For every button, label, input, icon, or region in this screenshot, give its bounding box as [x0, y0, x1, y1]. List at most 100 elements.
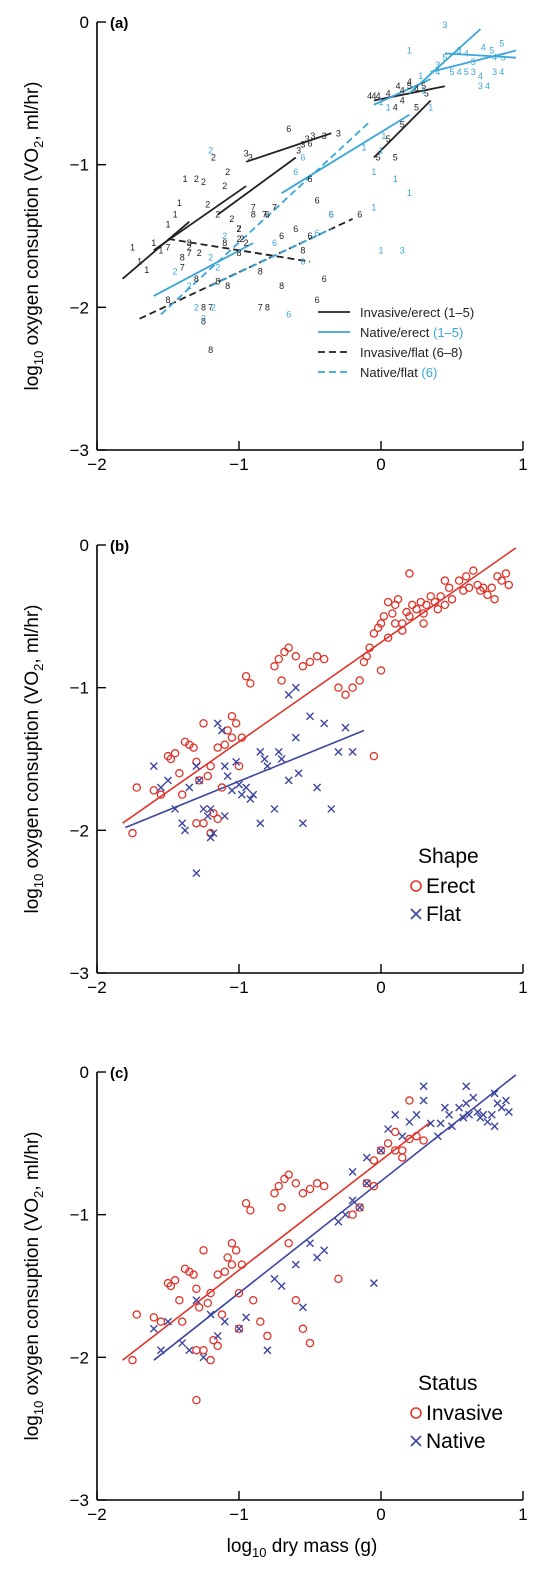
- data-point-flat: [284, 776, 293, 785]
- data-point-invasive: [227, 1260, 237, 1269]
- data-point-invasive: 5: [414, 103, 419, 113]
- data-point-erect: [426, 592, 435, 601]
- data-point-invasive: 6: [322, 274, 327, 284]
- data-point-erect: [476, 586, 485, 595]
- data-point-native: [277, 1282, 286, 1290]
- data-point-erect: [402, 607, 411, 617]
- data-point-invasive: 8: [165, 295, 170, 305]
- data-point-flat: [199, 804, 208, 813]
- data-point-invasive: 6: [307, 174, 312, 184]
- data-point-invasive: [348, 1210, 357, 1219]
- data-point-erect: [220, 740, 230, 749]
- data-point-invasive: 8: [187, 238, 192, 248]
- data-point-invasive: [177, 1317, 187, 1326]
- data-point-native: [469, 1093, 478, 1102]
- data-point-invasive: [305, 1184, 315, 1194]
- data-point-flat: [291, 733, 300, 742]
- data-point-flat: [217, 726, 226, 735]
- data-point-invasive: [213, 1341, 222, 1351]
- data-point-invasive: [223, 1253, 232, 1262]
- data-point-invasive: 3: [244, 148, 249, 158]
- data-point-native: [412, 1110, 421, 1119]
- x-axis-label: log10 dry mass (g): [227, 1536, 378, 1560]
- data-point-invasive: 1: [144, 265, 149, 275]
- data-point-invasive: [248, 1296, 258, 1305]
- data-point-native: 6: [300, 153, 305, 163]
- data-point-flat: [256, 747, 265, 756]
- data-point-invasive: [284, 1170, 293, 1179]
- data-point-native: 2: [222, 231, 227, 241]
- legend-marker-circle: [410, 880, 422, 892]
- data-point-invasive: [355, 1203, 364, 1212]
- data-point-native: [199, 1353, 208, 1362]
- data-point-invasive: 6: [357, 210, 362, 220]
- data-point-erect: [166, 754, 176, 764]
- data-point-invasive: [334, 1274, 343, 1284]
- data-point-invasive: 5: [393, 153, 398, 163]
- data-point-invasive: [263, 1331, 272, 1341]
- data-point-flat: [195, 776, 204, 785]
- data-point-invasive: [298, 1324, 308, 1334]
- data-point-erect: [319, 654, 329, 664]
- data-point-erect: [280, 647, 289, 657]
- data-point-native: [164, 1317, 172, 1326]
- legend-label: Invasive/erect (1–5): [360, 305, 474, 320]
- y-axis-label-subscript: 10: [31, 874, 46, 888]
- data-point-erect: [199, 818, 208, 828]
- data-point-invasive: [362, 1179, 372, 1188]
- data-point-erect: [192, 818, 201, 828]
- data-point-erect: [312, 652, 322, 661]
- x-tick-label: 0: [376, 1505, 385, 1524]
- data-point-invasive: [270, 1189, 279, 1198]
- data-point-native: 5: [442, 53, 447, 63]
- data-point-flat: [263, 762, 272, 771]
- data-point-native: [235, 1324, 243, 1333]
- y-axis-label: log10 oxygen consuption (VO2, ml/hr): [22, 1132, 46, 1441]
- y-tick-label: 0: [80, 536, 89, 555]
- data-point-erect: [393, 594, 403, 604]
- panel-label: (b): [110, 538, 129, 555]
- data-point-native: 1: [386, 103, 391, 113]
- x-tick-label: 0: [376, 455, 385, 474]
- data-point-invasive: [298, 1189, 308, 1198]
- data-point-native: [433, 1132, 442, 1141]
- data-point-invasive: 5: [386, 134, 391, 144]
- data-point-native: [405, 1117, 414, 1126]
- data-point-invasive: [237, 1260, 247, 1269]
- data-point-native: [455, 1103, 464, 1112]
- data-point-native: [419, 1082, 428, 1091]
- data-point-erect: [189, 743, 198, 752]
- y-tick-label: −2: [70, 821, 89, 840]
- data-point-erect: [177, 790, 187, 799]
- data-point-native: 4: [457, 67, 462, 77]
- data-point-invasive: [390, 1127, 400, 1137]
- data-point-invasive: 8: [208, 345, 213, 355]
- data-point-invasive: [206, 1288, 215, 1298]
- fit-line-native-erect: [408, 28, 482, 95]
- legend-marker-circle: [410, 1407, 422, 1419]
- x-tick-label: −2: [87, 1505, 106, 1524]
- data-point-invasive: 4: [400, 85, 405, 95]
- y-tick-label: −3: [70, 1491, 89, 1510]
- data-point-invasive: 2: [229, 214, 234, 224]
- data-point-native: [355, 1203, 364, 1212]
- data-point-invasive: 8: [251, 210, 256, 220]
- fit-line-native-erect: [153, 242, 254, 297]
- data-point-invasive: [376, 1146, 386, 1155]
- data-point-native: 4: [499, 67, 504, 77]
- data-point-erect: [376, 619, 386, 628]
- data-point-invasive: 8: [180, 252, 185, 262]
- data-point-native: 3: [492, 67, 497, 77]
- data-point-erect: [497, 576, 506, 585]
- x-axis-label-part: log: [227, 1536, 252, 1557]
- y-axis-label-subscript: 2: [31, 1191, 46, 1198]
- data-point-native: [448, 1122, 456, 1131]
- data-point-native: 1: [378, 145, 383, 155]
- legend-range: (1–5): [444, 305, 474, 320]
- data-point-invasive: [405, 1096, 414, 1105]
- data-point-invasive: 2: [236, 234, 241, 244]
- y-tick-label: −2: [70, 298, 89, 317]
- data-point-invasive: 8: [300, 245, 305, 255]
- data-point-invasive: [398, 1146, 407, 1155]
- data-point-erect: [213, 814, 222, 824]
